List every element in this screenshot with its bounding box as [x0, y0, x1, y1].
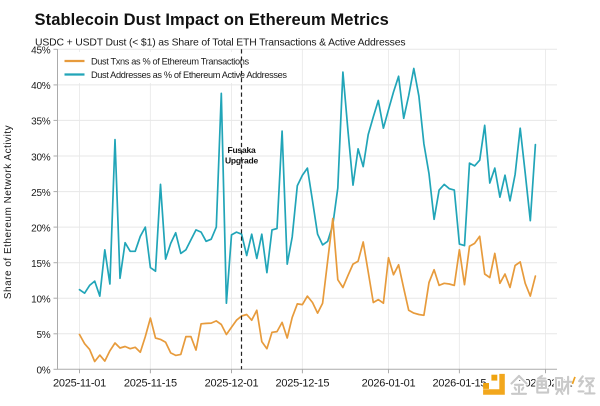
svg-text:Stablecoin Dust Impact on Ethe: Stablecoin Dust Impact on Ethereum Metri… — [35, 11, 389, 29]
svg-text:30%: 30% — [31, 152, 51, 163]
svg-text:45%: 45% — [31, 46, 51, 57]
svg-text:USDC + USDT Dust (< $1) as Sha: USDC + USDT Dust (< $1) as Share of Tota… — [35, 37, 405, 48]
svg-text:2025-12-01: 2025-12-01 — [205, 378, 259, 390]
svg-text:2025-12-15: 2025-12-15 — [276, 378, 330, 390]
svg-text:2026-01-01: 2026-01-01 — [362, 378, 416, 390]
svg-text:25%: 25% — [31, 188, 51, 199]
svg-text:Share of Ethereum Network Acti: Share of Ethereum Network Activity — [3, 125, 14, 299]
svg-text:2025-11-15: 2025-11-15 — [124, 378, 177, 390]
svg-text:0%: 0% — [36, 366, 50, 377]
svg-text:2025-11-01: 2025-11-01 — [53, 378, 106, 390]
svg-text:20%: 20% — [31, 223, 51, 234]
svg-text:2026-01-15: 2026-01-15 — [433, 378, 487, 390]
svg-text:Fusaka: Fusaka — [227, 145, 256, 155]
svg-text:Dust Txns as % of Ethereum Tra: Dust Txns as % of Ethereum Transactions — [91, 57, 250, 67]
svg-text:35%: 35% — [31, 117, 51, 128]
svg-text:15%: 15% — [31, 259, 51, 270]
svg-text:10%: 10% — [31, 295, 51, 306]
svg-text:5%: 5% — [36, 330, 50, 341]
svg-text:Dust Addresses as % of Ethereu: Dust Addresses as % of Ethereum Active A… — [91, 70, 287, 80]
svg-text:40%: 40% — [31, 81, 51, 92]
